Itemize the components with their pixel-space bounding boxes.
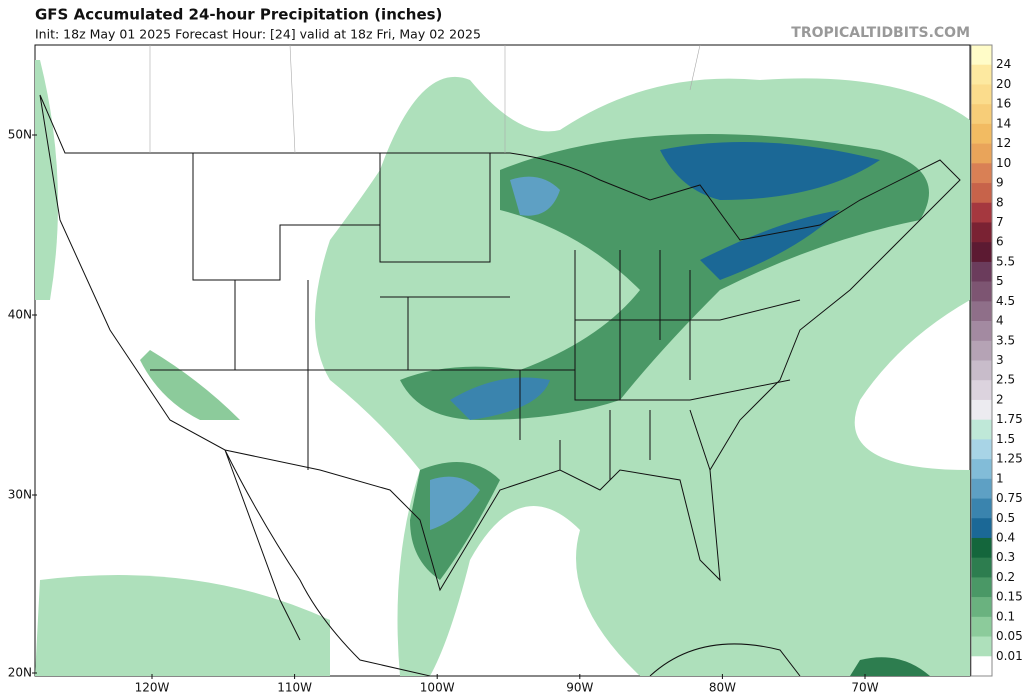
colorbar-label: 1.5 [996,432,1015,446]
boundaries [39,45,961,676]
precip-area [140,350,240,420]
map [34,44,971,677]
colorbar: 24 20 16 14 12 10 9 8 7 6 5.5 5 4.5 4 3.5 3 2.5 2 1.75 1.5 1… [970,44,1023,677]
colorbar-label: 4.5 [996,294,1015,308]
colorbar-swatch [971,183,992,204]
cuba [649,643,801,676]
colorbar-label: 3 [996,353,1004,367]
colorbar-swatch [971,518,992,539]
colorbar-swatch [971,656,992,677]
colorbar-swatch [971,340,992,361]
colorbar-label: 0.3 [996,550,1015,564]
colorbar-label: 1.75 [996,412,1023,426]
colorbar-swatch [971,459,992,480]
colorbar-label: 12 [996,136,1011,150]
colorbar-swatch [971,380,992,401]
lon-label: 100W [420,681,455,695]
colorbar-swatch [971,439,992,460]
colorbar-label: 6 [996,235,1004,249]
axes: 50N 40N 30N 20N 120W 110W 100W 90W 80W 70W [8,128,879,695]
colorbar-swatch [971,577,992,598]
colorbar-label: 0.15 [996,590,1023,604]
colorbar-swatch [971,202,992,223]
precip-area [850,657,930,676]
colorbar-swatch [971,399,992,420]
us-outline [39,94,961,592]
title: GFS Accumulated 24-hour Precipitation (i… [35,6,442,24]
colorbar-label: 0.05 [996,629,1023,643]
colorbar-swatch [971,261,992,282]
state-lines [150,153,801,480]
colorbar-swatch [971,45,992,66]
mexico [224,449,431,676]
colorbar-swatch [971,143,992,164]
lon-label: 70W [851,681,878,695]
precip-area [35,575,330,676]
colorbar-swatch [971,321,992,342]
lat-label: 30N [8,488,32,502]
precip-area [430,476,480,530]
lat-label: 50N [8,128,32,142]
colorbar-label: 16 [996,97,1011,111]
precip-area [660,142,880,200]
colorbar-label: 14 [996,116,1011,130]
colorbar-label: 5 [996,274,1004,288]
colorbar-swatch [971,222,992,243]
lon-label: 90W [566,681,593,695]
colorbar-label: 2.5 [996,373,1015,387]
colorbar-swatch [971,123,992,144]
colorbar-swatch [971,616,992,637]
colorbar-label: 1 [996,471,1004,485]
precip-area [510,176,560,216]
precip-area [450,377,550,420]
colorbar-label: 1.25 [996,452,1023,466]
subtitle: Init: 18z May 01 2025 Forecast Hour: [24… [35,27,481,42]
colorbar-swatch [971,636,992,657]
watermark: TROPICALTIDBITS.COM [791,25,970,41]
lon-label: 80W [709,681,736,695]
colorbar-label: 4 [996,314,1004,328]
colorbar-swatch [971,64,992,85]
colorbar-swatch [971,557,992,578]
lon-label: 110W [277,681,312,695]
colorbar-label: 9 [996,176,1004,190]
lat-label: 40N [8,308,32,322]
colorbar-label: 24 [996,57,1011,71]
colorbar-label: 3.5 [996,333,1015,347]
colorbar-swatch [971,537,992,558]
lon-label: 120W [135,681,170,695]
canada-lines [149,45,701,154]
colorbar-label: 0.01 [996,649,1023,663]
colorbar-label: 20 [996,77,1011,91]
colorbar-swatch [971,104,992,125]
colorbar-swatch [971,498,992,519]
colorbar-swatch [971,163,992,184]
colorbar-label: 5.5 [996,254,1015,268]
colorbar-label: 0.4 [996,530,1015,544]
colorbar-frame [970,44,993,677]
precip-area [35,60,58,300]
colorbar-label: 0.75 [996,491,1023,505]
colorbar-swatch [971,597,992,618]
colorbar-label: 7 [996,215,1004,229]
colorbar-swatch [971,419,992,440]
colorbar-swatch [971,478,992,499]
colorbar-swatch [971,242,992,263]
colorbar-label: 10 [996,156,1011,170]
colorbar-label: 0.1 [996,609,1015,623]
colorbar-swatch [971,360,992,381]
colorbar-swatch [971,84,992,105]
colorbar-label: 0.2 [996,570,1015,584]
lat-label: 20N [8,666,32,680]
colorbar-label: 8 [996,195,1004,209]
colorbar-swatch [971,281,992,302]
colorbar-label: 0.5 [996,511,1015,525]
colorbar-label: 2 [996,392,1004,406]
colorbar-swatch [971,301,992,322]
